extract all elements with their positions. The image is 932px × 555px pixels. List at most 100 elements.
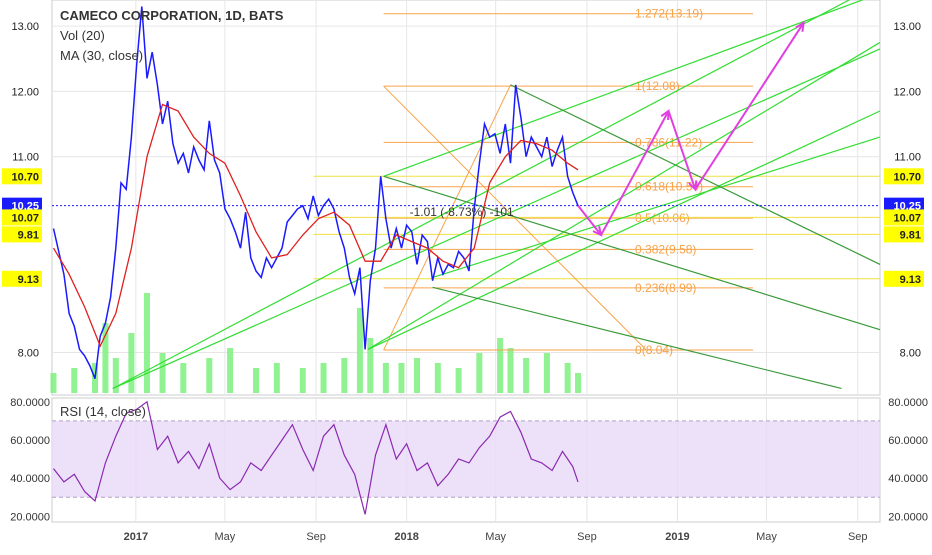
volume-bar [102, 323, 109, 393]
right-price-label-bg [884, 168, 924, 185]
pitchfork-up-line [432, 136, 881, 279]
volume-bar [356, 308, 363, 393]
volume-bar [128, 333, 135, 393]
chart-title: CAMECO CORPORATION, 1D, BATS [60, 8, 284, 23]
x-tick-label: 2017 [124, 531, 148, 543]
volume-bar [507, 348, 514, 393]
pitchfork-up-line [112, 0, 851, 390]
rsi-band [52, 420, 880, 498]
volume-bar [414, 358, 421, 393]
moving-average-line [52, 103, 579, 348]
rsi-right-tick-label: 20.0000 [888, 511, 928, 523]
volume-bar [476, 353, 483, 393]
pitchfork-up-line [367, 41, 881, 350]
rsi-right-tick-label: 40.0000 [888, 473, 928, 485]
pitchfork-lines [112, 0, 881, 390]
rsi-left-tick-label: 80.0000 [10, 397, 50, 409]
rsi-panel [52, 400, 880, 515]
volume-bar [253, 368, 260, 393]
volume-bar [523, 358, 530, 393]
projection-segment [577, 205, 602, 236]
rsi-line [53, 400, 579, 515]
right-price-label-bg [884, 209, 924, 226]
rsi-right-tick-label: 60.0000 [888, 435, 928, 447]
right-price-label: 12.00 [893, 86, 921, 98]
x-tick-label: 2019 [665, 531, 689, 543]
fib-level-label: 0(8.04) [635, 343, 673, 357]
fibonacci-levels: 1.272(13.19)1(12.08)0.786(11.22)0.618(10… [313, 7, 880, 357]
right-price-label: 9.81 [900, 229, 921, 241]
fib-trend-line [383, 84, 511, 351]
right-price-label: 13.00 [893, 21, 921, 33]
x-tick-label: Sep [848, 531, 868, 543]
volume-bar [564, 363, 571, 393]
volume-bar [299, 368, 306, 393]
pitchfork-down-line [383, 175, 881, 331]
projection-segment [667, 110, 697, 190]
rsi-left-tick-label: 20.0000 [10, 511, 50, 523]
left-price-label: 11.00 [12, 152, 39, 164]
volume-bar [398, 363, 405, 393]
volume-bar [273, 363, 280, 393]
left-price-label: 10.07 [11, 212, 39, 224]
volume-bar [575, 373, 582, 393]
rsi-left-tick-label: 60.0000 [10, 435, 50, 447]
left-price-label-bg [2, 226, 42, 243]
volume-bar [434, 363, 441, 393]
x-tick-label: May [214, 531, 235, 543]
volume-bar [367, 338, 374, 393]
projection-arrowhead [660, 108, 670, 121]
fib-level-label: 1(12.08) [635, 79, 680, 93]
volume-bar [180, 363, 187, 393]
x-tick-label: May [756, 531, 777, 543]
pitchfork-down-line [510, 84, 881, 265]
left-price-label: 12.00 [11, 86, 39, 98]
left-price-label: 8.00 [18, 348, 39, 360]
right-price-label-bg [884, 270, 924, 287]
left-price-label: 9.13 [18, 274, 39, 286]
fib-level-label: 1.272(13.19) [635, 7, 703, 21]
volume-bar [143, 293, 150, 393]
ma-legend: MA (30, close) [60, 48, 144, 63]
left-price-label: 9.81 [18, 229, 39, 241]
volume-bar [50, 373, 57, 393]
pitchfork-down-line [432, 286, 842, 390]
volume-bar [227, 348, 234, 393]
left-price-label: 10.70 [11, 171, 39, 183]
pitchfork-up-line [367, 110, 881, 350]
fib-level-label: 0.236(8.99) [635, 281, 696, 295]
projection-path [577, 20, 805, 237]
right-price-label: 11.00 [894, 152, 921, 164]
projection-arrowhead [795, 20, 805, 32]
rsi-legend: RSI (14, close) [60, 404, 146, 419]
volume-bar [206, 358, 213, 393]
fib-level-label: 0.5(10.06) [635, 211, 690, 225]
right-price-label-bg [884, 226, 924, 243]
volume-bar [497, 338, 504, 393]
pitchfork-up-line [112, 48, 881, 390]
axes: 2017 May Sep 2018 May Sep 2019 May Sep 13.00 12.00… [2, 21, 928, 543]
x-tick-label: Sep [577, 531, 597, 543]
volume-bar [341, 358, 348, 393]
pitchfork-up-line [383, 0, 865, 177]
volume-bar [382, 363, 389, 393]
x-tick-label: 2018 [394, 531, 418, 543]
fib-level-label: 0.382(9.58) [635, 242, 696, 256]
volume-legend: Vol (20) [60, 28, 105, 43]
volume-bar [71, 368, 78, 393]
left-price-label-bg [2, 168, 42, 185]
rsi-right-tick-label: 80.0000 [888, 397, 928, 409]
volume-bar [455, 368, 462, 393]
rsi-left-tick-label: 40.0000 [10, 473, 50, 485]
volume-bars [50, 293, 582, 393]
projection-segment [694, 22, 805, 190]
right-price-label: 10.07 [893, 212, 921, 224]
price-line [52, 6, 579, 379]
x-tick-label: Sep [306, 531, 326, 543]
left-price-label-bg [2, 209, 42, 226]
fib-trend-line [383, 85, 647, 351]
volume-bar [543, 353, 550, 393]
price-series: -1.01 (-8.73%) -101 [52, 6, 880, 379]
right-price-label: 10.70 [893, 171, 921, 183]
